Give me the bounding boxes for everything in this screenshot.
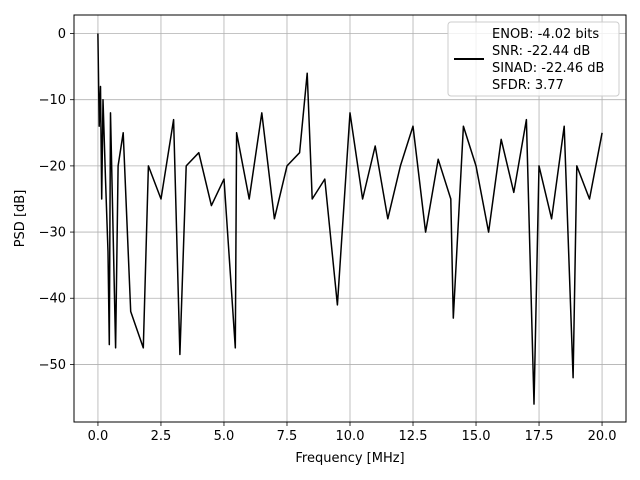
legend: ENOB: -4.02 bits SNR: -22.44 dB SINAD: -…	[447, 21, 620, 97]
x-tick-label: 2.5	[151, 429, 172, 444]
psd-series-line	[97, 33, 603, 405]
y-axis-label: PSD [dB]	[13, 190, 28, 248]
x-tick-label: 10.0	[336, 429, 365, 444]
y-tick-label: −10	[39, 93, 66, 108]
legend-entry: ENOB: -4.02 bits	[492, 27, 599, 42]
x-tick-label: 15.0	[462, 429, 491, 444]
legend-entry: SINAD: -22.46 dB	[492, 61, 604, 76]
legend-entry: SNR: -22.44 dB	[492, 44, 590, 59]
ticks: 0.0 2.5 5.0 7.5 10.0 12.5 15.0 17.5 20.0 0 −10 −20 −…	[39, 27, 617, 444]
y-tick-label: −30	[39, 226, 66, 241]
x-tick-label: 20.0	[588, 429, 617, 444]
legend-entry: SFDR: 3.77	[492, 78, 564, 93]
x-axis-label: Frequency [MHz]	[295, 451, 404, 466]
legend-box	[447, 21, 620, 97]
plot-area	[97, 33, 603, 405]
y-tick-label: 0	[58, 27, 66, 42]
x-tick-label: 17.5	[525, 429, 554, 444]
x-tick-label: 5.0	[214, 429, 235, 444]
y-tick-label: −40	[39, 292, 66, 307]
x-tick-label: 7.5	[277, 429, 298, 444]
x-tick-label: 12.5	[399, 429, 428, 444]
x-tick-label: 0.0	[88, 429, 109, 444]
y-tick-label: −50	[39, 358, 66, 373]
y-tick-label: −20	[39, 159, 66, 174]
